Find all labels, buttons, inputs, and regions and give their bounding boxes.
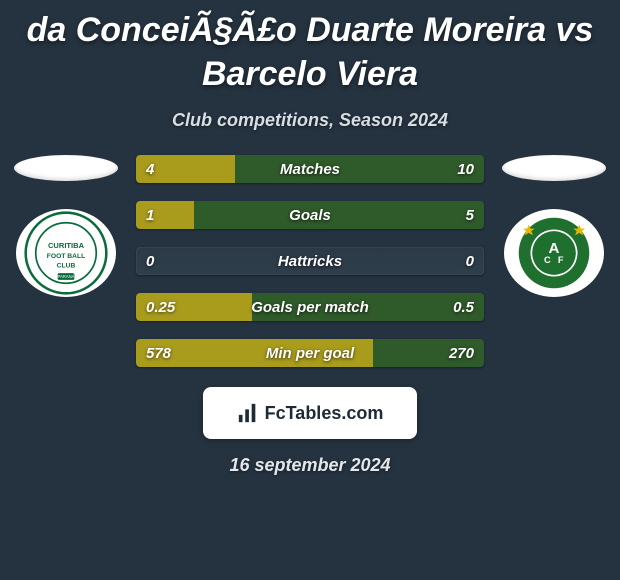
stats-bars: 410Matches 15Goals 00Hattricks 0.250.5Goals… bbox=[126, 155, 494, 367]
right-side: A C F bbox=[494, 155, 614, 367]
stat-label: Hattricks bbox=[136, 247, 484, 275]
left-side: CURITIBA FOOT BALL CLUB PARANÁ bbox=[6, 155, 126, 367]
svg-text:FOOT BALL: FOOT BALL bbox=[47, 253, 85, 260]
stat-label: Matches bbox=[136, 155, 484, 183]
bar-chart-icon bbox=[237, 402, 259, 424]
svg-text:CLUB: CLUB bbox=[57, 263, 76, 270]
stat-bar: 578270Min per goal bbox=[136, 339, 484, 367]
page-title: da ConceiÃ§Ã£o Duarte Moreira vs Barcelo… bbox=[0, 0, 620, 96]
stat-label: Min per goal bbox=[136, 339, 484, 367]
svg-text:F: F bbox=[558, 255, 564, 265]
svg-text:CURITIBA: CURITIBA bbox=[48, 241, 85, 250]
branding-label: FcTables.com bbox=[265, 403, 384, 424]
svg-text:C: C bbox=[544, 255, 551, 265]
player-placeholder-left bbox=[14, 155, 118, 181]
comparison-infographic: da ConceiÃ§Ã£o Duarte Moreira vs Barcelo… bbox=[0, 0, 620, 476]
chapecoense-crest-icon: A C F bbox=[512, 211, 596, 295]
stat-label: Goals per match bbox=[136, 293, 484, 321]
stat-bar: 15Goals bbox=[136, 201, 484, 229]
stat-bar: 0.250.5Goals per match bbox=[136, 293, 484, 321]
coritiba-crest-icon: CURITIBA FOOT BALL CLUB PARANÁ bbox=[24, 211, 108, 295]
stat-bar: 00Hattricks bbox=[136, 247, 484, 275]
player-placeholder-right bbox=[502, 155, 606, 181]
svg-text:PARANÁ: PARANÁ bbox=[58, 275, 75, 280]
date-label: 16 september 2024 bbox=[0, 455, 620, 476]
team-crest-left: CURITIBA FOOT BALL CLUB PARANÁ bbox=[16, 209, 116, 297]
subtitle: Club competitions, Season 2024 bbox=[0, 110, 620, 131]
branding-badge: FcTables.com bbox=[203, 387, 417, 439]
content-row: CURITIBA FOOT BALL CLUB PARANÁ 410Matche… bbox=[0, 155, 620, 367]
stat-label: Goals bbox=[136, 201, 484, 229]
stat-bar: 410Matches bbox=[136, 155, 484, 183]
team-crest-right: A C F bbox=[504, 209, 604, 297]
